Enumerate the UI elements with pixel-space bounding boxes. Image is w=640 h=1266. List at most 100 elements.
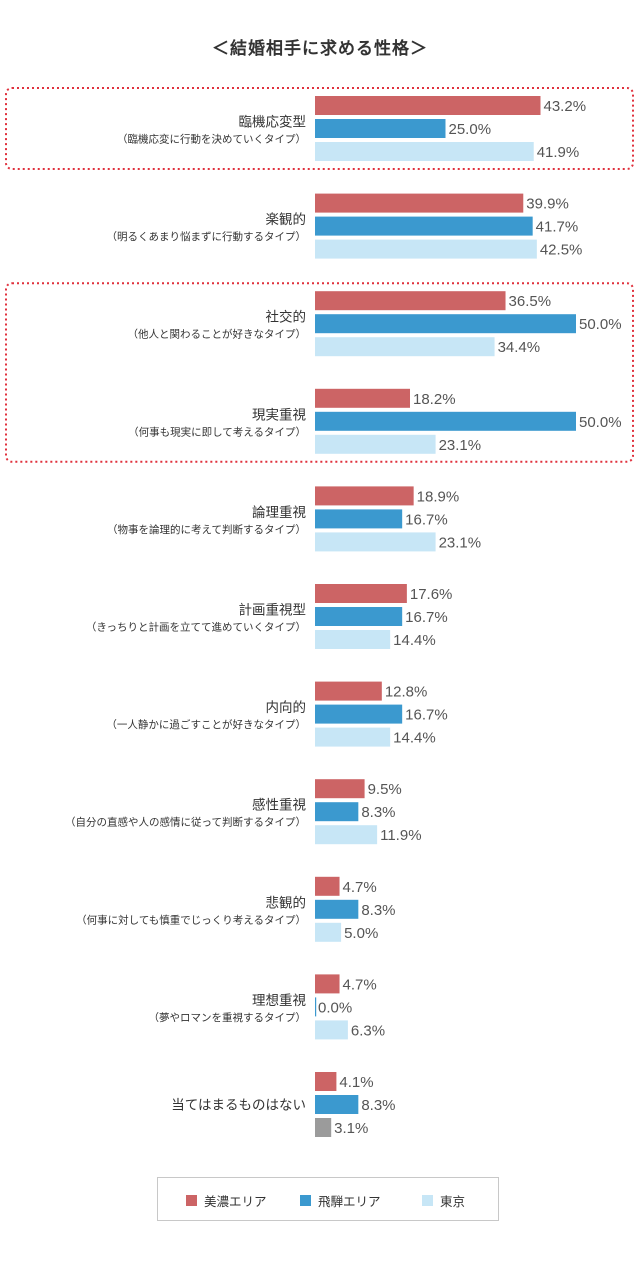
value-label-mino: 17.6%: [410, 586, 453, 603]
highlight-box-0: [5, 87, 634, 170]
legend: 美濃エリア 飛騨エリア 東京: [157, 1177, 499, 1221]
value-label-hida: 8.3%: [361, 804, 395, 821]
value-label-hida: 16.7%: [405, 511, 448, 528]
bar-mino: [315, 96, 541, 115]
category-sublabel: （物事を論理的に考えて判断するタイプ）: [107, 523, 306, 536]
value-label-tokyo: 14.4%: [393, 730, 436, 747]
legend-label-hida: 飛騨エリア: [318, 1194, 381, 1209]
bar-hida: [315, 119, 446, 138]
bar-hida: [315, 997, 317, 1017]
bar-chart: 臨機応変型 （臨機応変に行動を決めていくタイプ） 43.2% 25.0% 41.9% 楽観…: [5, 87, 634, 1137]
bar-hida: [315, 607, 403, 626]
value-label-tokyo: 23.1%: [439, 534, 482, 551]
value-label-tokyo: 14.4%: [393, 632, 436, 649]
category-sublabel: （自分の直感や人の感情に従って判断するタイプ）: [65, 816, 306, 829]
bar-hida: [315, 802, 359, 822]
category-label: 楽観的: [266, 211, 307, 228]
value-label-hida: 50.0%: [579, 414, 622, 431]
bar-mino: [315, 876, 340, 896]
value-label-tokyo: 5.0%: [344, 925, 378, 942]
bar-tokyo: [315, 727, 391, 747]
bar-mino: [315, 291, 506, 311]
value-label-tokyo: 3.1%: [334, 1120, 368, 1137]
category-sublabel: （他人と関わることが好きなタイプ）: [128, 328, 307, 341]
legend-label-mino: 美濃エリア: [204, 1194, 267, 1209]
category-sublabel: （何事も現実に即して考えるタイプ）: [128, 425, 306, 438]
value-label-hida: 16.7%: [405, 707, 448, 724]
category-label: 当てはまるものはない: [171, 1098, 306, 1114]
category-sublabel: （何事に対しても慎重でじっくり考えるタイプ）: [76, 913, 306, 926]
value-label-mino: 18.2%: [413, 391, 456, 408]
value-label-mino: 18.9%: [417, 488, 460, 505]
legend-label-tokyo: 東京: [440, 1194, 466, 1209]
bar-tokyo: [315, 337, 495, 357]
value-label-tokyo: 6.3%: [351, 1022, 385, 1039]
value-label-mino: 9.5%: [368, 781, 402, 798]
value-label-mino: 39.9%: [526, 196, 569, 213]
category-label: 現実重視: [252, 407, 306, 423]
value-label-tokyo: 42.5%: [540, 242, 583, 259]
bar-hida: [315, 314, 576, 334]
bar-tokyo: [315, 239, 537, 259]
category-label: 内向的: [266, 700, 307, 716]
chart-title: ＜結婚相手に求める性格＞: [212, 39, 428, 59]
bar-mino: [315, 974, 340, 994]
legend-swatch-tokyo: [422, 1195, 433, 1206]
category-label: 臨機応変型: [239, 114, 307, 131]
bar-mino: [315, 193, 524, 213]
bar-hida: [315, 411, 576, 431]
value-label-mino: 12.8%: [385, 684, 428, 701]
bar-tokyo: [315, 434, 436, 454]
category-sublabel: （きっちりと計画を立てて進めていくタイプ）: [86, 621, 306, 634]
value-label-tokyo: 34.4%: [498, 339, 541, 356]
value-label-hida: 8.3%: [361, 902, 395, 919]
category-label: 計画重視型: [239, 603, 307, 619]
value-label-mino: 4.1%: [339, 1074, 373, 1091]
category-label: 感性重視: [252, 797, 306, 814]
bar-mino: [315, 584, 407, 603]
category-sublabel: （明るくあまり悩まずに行動するタイプ）: [107, 230, 307, 243]
bar-mino: [315, 388, 411, 408]
value-label-hida: 50.0%: [579, 316, 622, 333]
bar-tokyo: [315, 142, 534, 161]
bar-hida: [315, 216, 533, 236]
bar-tokyo: [315, 630, 391, 649]
value-label-mino: 4.7%: [343, 976, 377, 993]
value-label-tokyo: 41.9%: [537, 144, 580, 161]
legend-swatch-mino: [186, 1195, 197, 1206]
bar-hida: [315, 704, 403, 724]
bar-mino: [315, 486, 414, 506]
legend-swatch-hida: [300, 1195, 311, 1206]
bar-tokyo: [315, 922, 342, 942]
value-label-hida: 16.7%: [405, 609, 448, 626]
category-sublabel: （臨機応変に行動を決めていくタイプ）: [117, 133, 306, 146]
category-label: 社交的: [266, 309, 307, 326]
category-label: 論理重視: [252, 505, 306, 521]
value-label-tokyo: 11.9%: [380, 827, 421, 844]
value-label-mino: 43.2%: [544, 98, 587, 115]
value-label-tokyo: 23.1%: [439, 437, 482, 454]
bar-mino: [315, 681, 382, 701]
bar-hida: [315, 1095, 359, 1114]
bar-mino: [315, 779, 365, 799]
legend-item-hida: 飛騨エリア: [300, 1191, 381, 1210]
value-label-hida: 41.7%: [536, 219, 579, 236]
bar-hida: [315, 509, 403, 529]
bar-hida: [315, 899, 359, 919]
bar-mino: [315, 1072, 337, 1091]
value-label-mino: 4.7%: [343, 879, 377, 896]
category-sublabel: （夢やロマンを重視するタイプ）: [149, 1011, 307, 1024]
value-label-hida: 8.3%: [361, 1097, 395, 1114]
value-label-mino: 36.5%: [509, 293, 552, 310]
bar-tokyo: [315, 825, 378, 845]
legend-item-mino: 美濃エリア: [186, 1191, 267, 1210]
bar-tokyo: [315, 1118, 332, 1137]
category-sublabel: （一人静かに過ごすことが好きなタイプ）: [106, 718, 306, 731]
legend-item-tokyo: 東京: [422, 1191, 465, 1210]
value-label-hida: 25.0%: [449, 121, 492, 138]
bar-tokyo: [315, 1020, 348, 1040]
category-label: 悲観的: [266, 894, 307, 911]
category-label: 理想重視: [252, 993, 306, 1009]
value-label-hida: 0.0%: [318, 999, 352, 1016]
bar-tokyo: [315, 532, 436, 552]
